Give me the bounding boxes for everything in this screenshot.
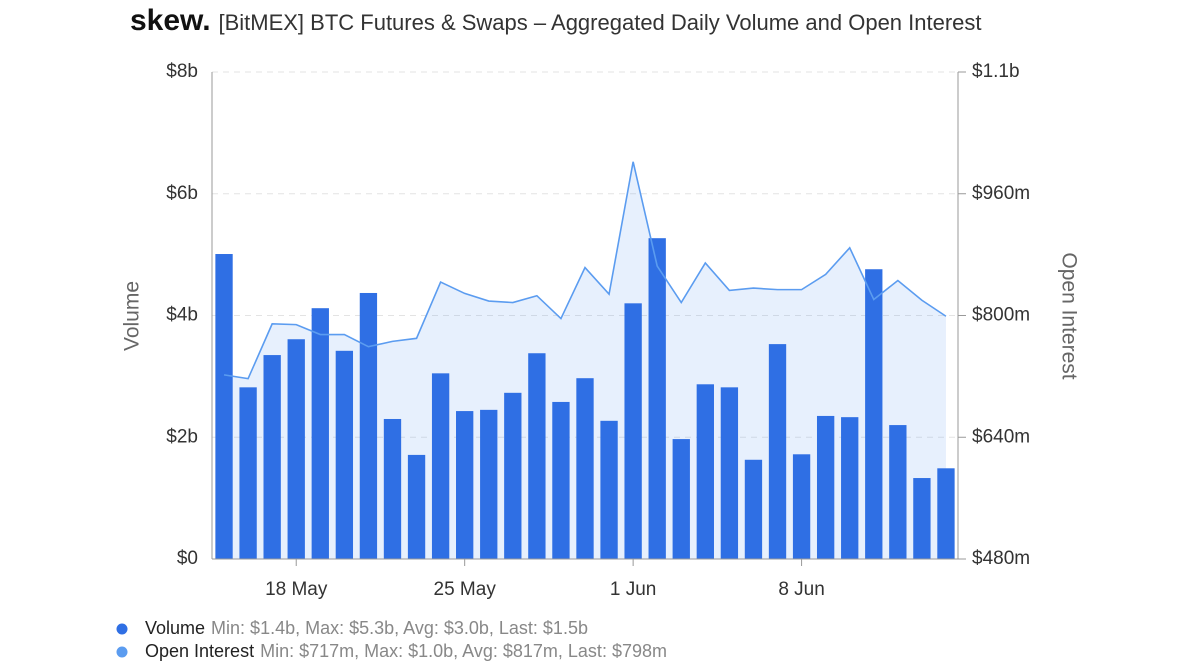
bar bbox=[504, 392, 522, 559]
y-tick-label: $8b bbox=[166, 61, 198, 82]
y2-tick-label: $640m bbox=[972, 426, 1030, 447]
y2-axis-label: Open Interest bbox=[1057, 252, 1080, 379]
bar bbox=[768, 344, 787, 559]
bar bbox=[889, 425, 907, 559]
bar bbox=[744, 459, 763, 559]
y-tick-label: $4b bbox=[166, 305, 198, 326]
x-tick-label: 1 Jun bbox=[610, 579, 656, 600]
legend-label: Open Interest bbox=[145, 641, 254, 661]
logo: skew. bbox=[130, 4, 211, 37]
bar bbox=[480, 409, 498, 559]
line bbox=[223, 161, 947, 380]
bar bbox=[431, 373, 450, 559]
chart-title: [BitMEX] BTC Futures & Swaps – Aggregate… bbox=[218, 10, 981, 35]
bar bbox=[937, 468, 955, 559]
bar bbox=[624, 303, 642, 559]
bar bbox=[720, 387, 739, 559]
y-axis-label: Volume bbox=[121, 281, 144, 351]
bar bbox=[383, 418, 402, 559]
bar bbox=[792, 454, 811, 559]
y-tick-label: $6b bbox=[166, 183, 198, 204]
bar bbox=[552, 401, 570, 559]
bar bbox=[311, 308, 329, 559]
bar bbox=[648, 238, 666, 559]
bar bbox=[528, 353, 546, 559]
bar bbox=[841, 417, 859, 559]
bar bbox=[672, 439, 690, 559]
bar bbox=[576, 378, 594, 559]
bar bbox=[335, 350, 354, 559]
y-tick-label: $0 bbox=[177, 548, 198, 569]
bar bbox=[263, 355, 281, 559]
bar bbox=[865, 269, 883, 559]
bar bbox=[239, 387, 257, 559]
y-tick-label: $2b bbox=[166, 426, 198, 447]
bar bbox=[456, 411, 474, 559]
area bbox=[224, 161, 946, 559]
x-tick-label: 18 May bbox=[265, 579, 328, 600]
y2-tick-label: $960m bbox=[972, 183, 1030, 204]
y2-tick-label: $800m bbox=[972, 305, 1030, 326]
legend-stats: Min: $1.4b, Max: $5.3b, Avg: $3.0b, Last… bbox=[211, 618, 588, 638]
legend-marker bbox=[116, 623, 128, 635]
x-tick-label: 25 May bbox=[434, 579, 497, 600]
y2-tick-label: $1.1b bbox=[972, 61, 1020, 82]
bar bbox=[696, 384, 714, 559]
bar bbox=[215, 254, 233, 560]
bar bbox=[407, 454, 426, 559]
bar bbox=[359, 292, 378, 559]
bar bbox=[600, 420, 618, 559]
bar bbox=[287, 339, 305, 559]
legend-stats: Min: $717m, Max: $1.0b, Avg: $817m, Last… bbox=[260, 641, 667, 661]
legend-label: Volume bbox=[145, 618, 205, 638]
x-tick-label: 8 Jun bbox=[778, 579, 824, 600]
legend-marker bbox=[116, 646, 128, 658]
bar bbox=[913, 478, 931, 559]
bar bbox=[816, 415, 835, 559]
y2-tick-label: $480m bbox=[972, 548, 1030, 569]
